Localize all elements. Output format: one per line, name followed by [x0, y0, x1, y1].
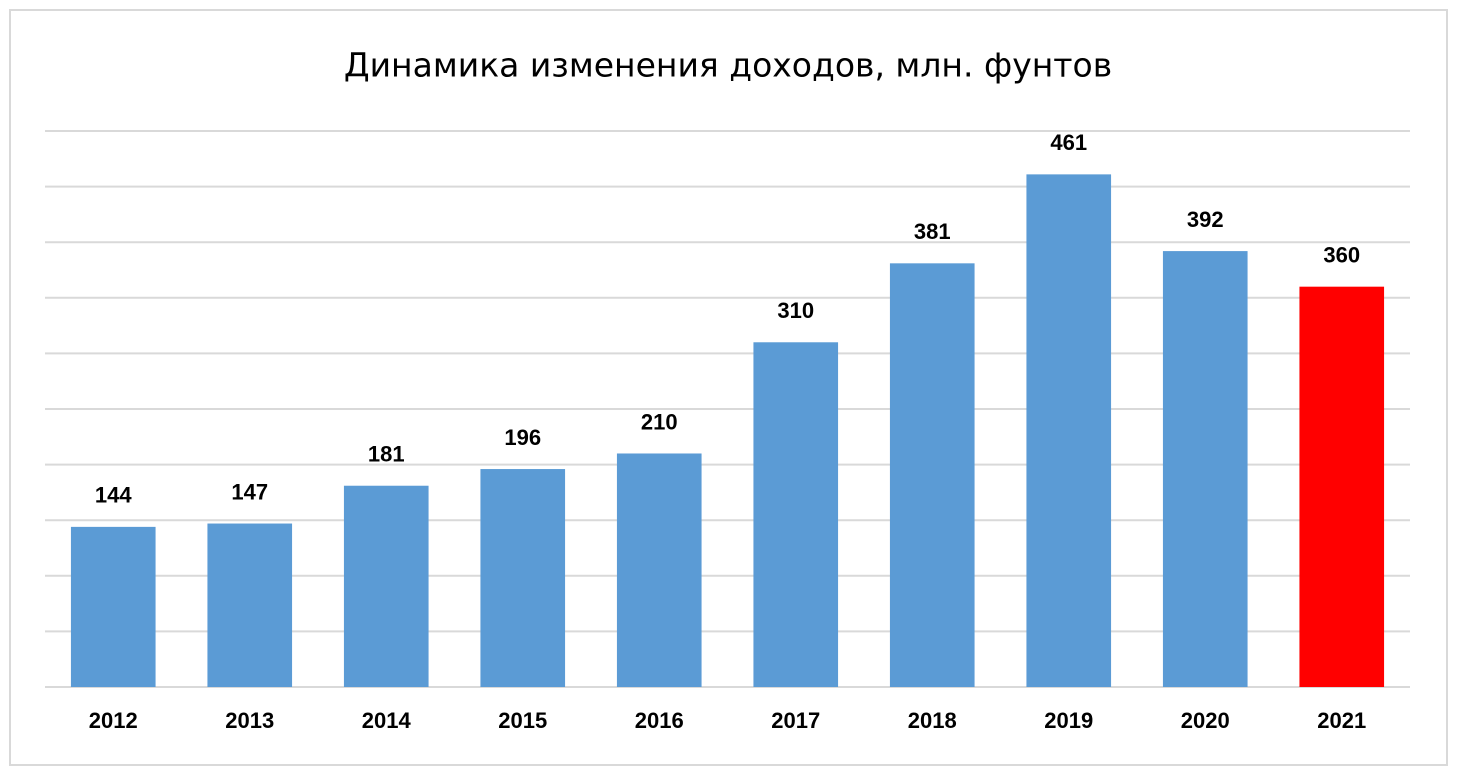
bar [70, 526, 156, 687]
x-tick-label: 2018 [908, 708, 957, 733]
bar [1162, 251, 1248, 687]
value-label: 461 [1050, 130, 1087, 155]
bar [889, 263, 975, 687]
bar [616, 453, 702, 687]
x-tick-label: 2014 [362, 708, 412, 733]
x-tick-label: 2020 [1181, 708, 1230, 733]
x-tick-label: 2016 [635, 708, 684, 733]
value-label: 392 [1187, 207, 1224, 232]
value-label: 310 [777, 298, 814, 323]
value-label: 181 [368, 442, 405, 467]
value-label: 147 [231, 479, 268, 504]
x-tick-label: 2015 [498, 708, 547, 733]
x-tick-label: 2021 [1317, 708, 1366, 733]
bar [753, 342, 839, 687]
value-label: 210 [641, 409, 678, 434]
value-label: 381 [914, 219, 951, 244]
value-label: 144 [95, 483, 132, 508]
x-tick-label: 2013 [225, 708, 274, 733]
x-tick-label: 2017 [771, 708, 820, 733]
bar [343, 485, 429, 687]
value-label: 360 [1323, 242, 1360, 267]
value-label: 196 [504, 425, 541, 450]
bar [207, 523, 293, 687]
x-tick-label: 2012 [89, 708, 138, 733]
bar [480, 469, 566, 687]
x-tick-label: 2019 [1044, 708, 1093, 733]
bar [1299, 286, 1385, 687]
chart-title: Динамика изменения доходов, млн. фунтов [344, 46, 1112, 85]
bar [1026, 174, 1112, 688]
